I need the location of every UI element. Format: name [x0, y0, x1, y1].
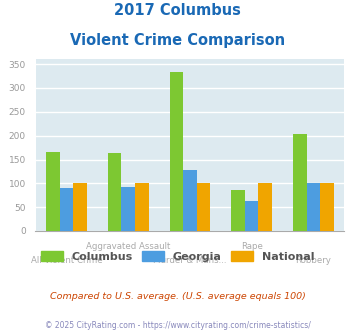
- Text: © 2025 CityRating.com - https://www.cityrating.com/crime-statistics/: © 2025 CityRating.com - https://www.city…: [45, 321, 310, 330]
- Bar: [121, 187, 135, 231]
- Bar: [258, 183, 272, 231]
- Bar: [60, 188, 73, 231]
- Bar: [73, 183, 87, 231]
- Bar: [231, 190, 245, 231]
- Bar: [320, 183, 334, 231]
- Bar: [307, 183, 320, 231]
- Text: Robbery: Robbery: [295, 256, 332, 265]
- Legend: Columbus, Georgia, National: Columbus, Georgia, National: [36, 247, 319, 267]
- Text: Murder & Mans...: Murder & Mans...: [153, 256, 227, 265]
- Bar: [183, 170, 197, 231]
- Text: All Violent Crime: All Violent Crime: [31, 256, 102, 265]
- Text: Rape: Rape: [241, 242, 263, 251]
- Bar: [170, 72, 183, 231]
- Bar: [245, 201, 258, 231]
- Bar: [46, 152, 60, 231]
- Bar: [135, 183, 148, 231]
- Text: Violent Crime Comparison: Violent Crime Comparison: [70, 33, 285, 48]
- Bar: [293, 134, 307, 231]
- Text: Compared to U.S. average. (U.S. average equals 100): Compared to U.S. average. (U.S. average …: [50, 292, 305, 301]
- Text: Aggravated Assault: Aggravated Assault: [86, 242, 170, 251]
- Bar: [197, 183, 210, 231]
- Bar: [108, 153, 121, 231]
- Text: 2017 Columbus: 2017 Columbus: [114, 3, 241, 18]
